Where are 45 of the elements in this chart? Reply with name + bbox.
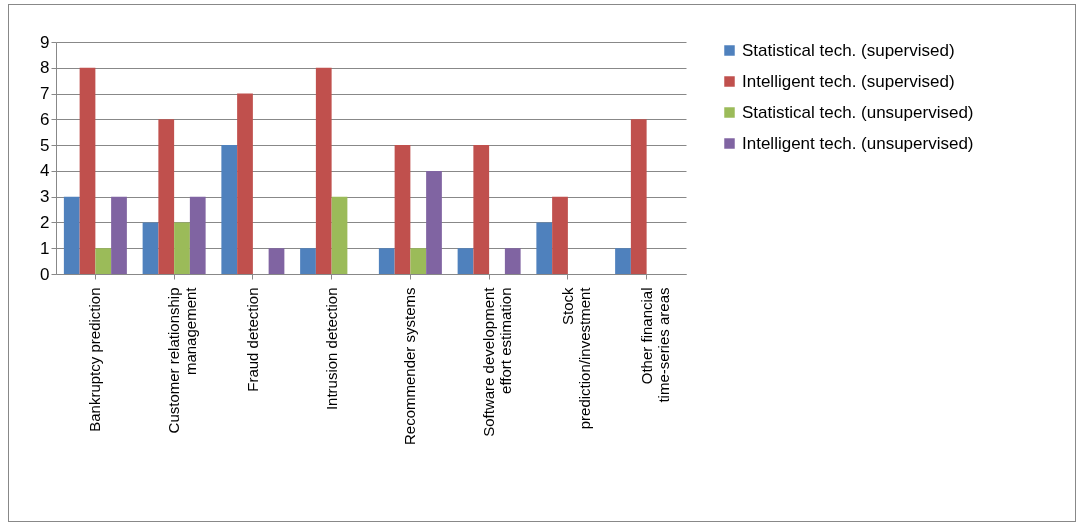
bar — [615, 248, 631, 274]
y-tick-label: 0 — [40, 264, 50, 284]
y-tick-label: 3 — [40, 187, 50, 207]
legend-label: Statistical tech. (unsupervised) — [742, 102, 974, 122]
bar — [95, 248, 112, 274]
bar — [189, 196, 206, 274]
bar — [158, 119, 175, 274]
bar — [473, 145, 490, 274]
bar — [630, 119, 647, 274]
x-tick-label: Customer relationship management — [165, 286, 200, 434]
x-tick-label: Fraud detection — [243, 287, 261, 392]
x-tick-label: Software development effort estimation — [480, 286, 515, 437]
bar — [221, 145, 238, 274]
bar — [315, 67, 332, 274]
bar — [331, 196, 348, 274]
bar — [552, 196, 568, 274]
bar — [268, 248, 285, 274]
y-tick-label: 5 — [40, 135, 50, 155]
x-tick-label: Bankruptcy prediction — [86, 287, 104, 432]
y-tick-label: 7 — [40, 84, 50, 104]
bar — [237, 93, 253, 274]
bar — [79, 67, 96, 274]
y-tick-label: 6 — [40, 109, 50, 129]
bar — [394, 145, 411, 274]
x-tick-label: Recommender systems — [401, 287, 419, 446]
y-tick-label: 8 — [40, 58, 50, 78]
bar — [378, 248, 395, 274]
y-tick-label: 4 — [40, 161, 50, 181]
bar — [457, 248, 474, 274]
legend-label: Intelligent tech. (unsupervised) — [742, 133, 974, 153]
y-tick-label: 2 — [40, 212, 50, 232]
bar — [410, 248, 427, 274]
bar — [504, 248, 521, 274]
bar — [174, 222, 190, 274]
y-tick-label: 9 — [40, 32, 50, 52]
bar — [300, 248, 316, 274]
bar — [536, 222, 553, 274]
bar — [63, 196, 80, 274]
bar — [111, 196, 127, 274]
bar — [426, 170, 442, 274]
y-tick-label: 1 — [40, 238, 50, 258]
legend-label: Statistical tech. (supervised) — [742, 40, 955, 60]
bar — [142, 222, 159, 274]
x-tick-label: Intrusion detection — [322, 287, 340, 411]
legend-label: Intelligent tech. (supervised) — [742, 71, 955, 91]
